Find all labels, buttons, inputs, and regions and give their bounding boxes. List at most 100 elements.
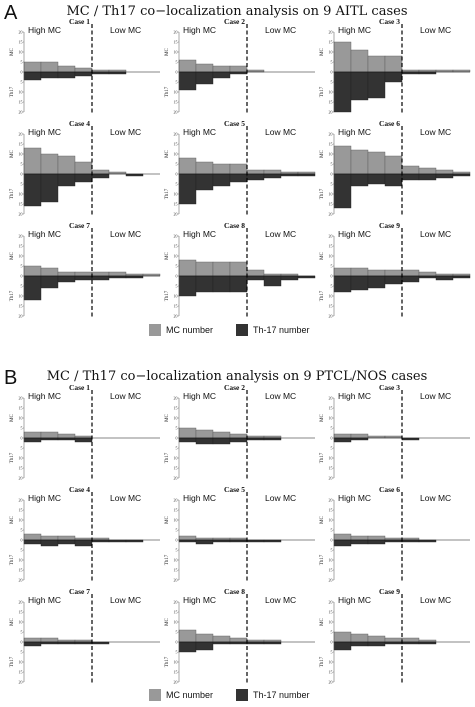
y-axis-label-mc: MC — [165, 47, 170, 55]
y-tick-label: 10 — [19, 191, 23, 196]
y-tick-label: 5 — [176, 283, 178, 288]
mc-bar — [212, 261, 231, 277]
y-tick-label: 10 — [329, 293, 333, 298]
y-tick-label: 5 — [176, 527, 178, 532]
y-tick-label: 20 — [329, 233, 333, 238]
y-tick-label: 20 — [174, 109, 178, 114]
th17-bar — [333, 71, 352, 113]
y-tick-label: 15 — [174, 243, 178, 248]
th17-bar — [74, 437, 93, 443]
y-tick-label: 5 — [176, 263, 178, 268]
mc-bar — [350, 149, 369, 175]
y-tick-label: 20 — [329, 211, 333, 216]
mc-bar — [350, 267, 369, 277]
y-tick-label: 10 — [174, 619, 178, 624]
y-tick-label: 20 — [19, 131, 23, 136]
y-axis-label-th17: Th17 — [320, 188, 325, 199]
y-axis-label-th17: Th17 — [10, 452, 15, 463]
case-label: Case 1 — [69, 17, 90, 26]
y-tick-label: 20 — [174, 131, 178, 136]
high-mc-label: High MC — [28, 127, 61, 137]
case-label: Case 4 — [69, 119, 90, 128]
y-tick-label: 20 — [174, 497, 178, 502]
high-mc-label: High MC — [338, 493, 371, 503]
high-mc-label: High MC — [338, 595, 371, 605]
y-tick-label: 0 — [21, 69, 23, 74]
y-tick-label: 15 — [174, 99, 178, 104]
y-tick-label: 15 — [19, 39, 23, 44]
high-mc-label: High MC — [28, 391, 61, 401]
low-mc-label: Low MC — [420, 127, 451, 137]
y-tick-label: 20 — [19, 233, 23, 238]
case-chart: 20 15 10 5 0 5 10 15 20 MC Th17 Case 5 High MC Low MC — [165, 119, 316, 216]
y-tick-label: 15 — [174, 405, 178, 410]
y-tick-label: 5 — [21, 161, 23, 166]
high-mc-label: High MC — [183, 493, 216, 503]
y-tick-label: 10 — [329, 151, 333, 156]
y-axis-label-mc: MC — [320, 515, 325, 523]
mc-bar — [333, 533, 352, 541]
low-mc-label: Low MC — [420, 391, 451, 401]
case-label: Case 5 — [224, 485, 245, 494]
y-tick-label: 0 — [331, 171, 333, 176]
y-tick-label: 15 — [19, 507, 23, 512]
y-tick-label: 20 — [329, 599, 333, 604]
y-tick-label: 20 — [19, 395, 23, 400]
high-mc-label: High MC — [183, 127, 216, 137]
mc-bar — [57, 155, 76, 175]
case-label: Case 7 — [69, 587, 90, 596]
y-tick-label: 5 — [21, 649, 23, 654]
y-tick-label: 10 — [174, 151, 178, 156]
y-tick-label: 10 — [329, 557, 333, 562]
low-mc-label: Low MC — [110, 127, 141, 137]
low-mc-label: Low MC — [420, 229, 451, 239]
th17-bar — [212, 275, 231, 293]
mc-bar — [263, 169, 282, 175]
y-tick-label: 10 — [174, 557, 178, 562]
y-tick-label: 20 — [19, 577, 23, 582]
th17-bar — [57, 539, 76, 545]
case-chart: 20 15 10 5 0 5 10 15 20 MC Th17 Case 8 High MC Low MC — [165, 221, 316, 318]
mc-bar — [229, 433, 248, 439]
y-tick-label: 15 — [174, 507, 178, 512]
y-axis-label-th17: Th17 — [320, 656, 325, 667]
y-tick-label: 20 — [174, 599, 178, 604]
mc-bar — [435, 169, 454, 175]
y-tick-label: 0 — [21, 435, 23, 440]
th17-bar — [333, 173, 352, 209]
y-tick-label: 15 — [329, 141, 333, 146]
mc-bar — [384, 637, 403, 643]
panel-b-letter: B — [4, 367, 17, 389]
y-tick-label: 15 — [174, 609, 178, 614]
y-axis-label-mc: MC — [10, 251, 15, 259]
high-mc-label: High MC — [183, 229, 216, 239]
y-axis-label-th17: Th17 — [10, 290, 15, 301]
high-mc-label: High MC — [28, 25, 61, 35]
legend-th17-swatch — [236, 324, 248, 336]
y-tick-label: 15 — [174, 669, 178, 674]
y-axis-label-mc: MC — [165, 515, 170, 523]
y-tick-label: 15 — [19, 567, 23, 572]
mc-bar — [74, 161, 93, 175]
y-axis-label-th17: Th17 — [10, 86, 15, 97]
mc-bar — [367, 269, 386, 277]
y-tick-label: 10 — [19, 517, 23, 522]
y-axis-label-mc: MC — [165, 617, 170, 625]
case-label: Case 9 — [379, 587, 400, 596]
y-tick-label: 0 — [176, 435, 178, 440]
y-tick-label: 15 — [19, 609, 23, 614]
y-tick-label: 15 — [174, 567, 178, 572]
y-tick-label: 0 — [176, 171, 178, 176]
th17-bar — [23, 275, 42, 301]
case-label: Case 3 — [379, 383, 400, 392]
y-tick-label: 0 — [176, 537, 178, 542]
th17-bar — [212, 71, 231, 79]
mc-bar — [23, 431, 42, 439]
y-tick-label: 20 — [329, 131, 333, 136]
y-tick-label: 5 — [176, 649, 178, 654]
y-tick-label: 5 — [176, 547, 178, 552]
y-tick-label: 0 — [331, 639, 333, 644]
mc-bar — [40, 267, 59, 277]
y-tick-label: 20 — [329, 497, 333, 502]
y-tick-label: 5 — [331, 59, 333, 64]
